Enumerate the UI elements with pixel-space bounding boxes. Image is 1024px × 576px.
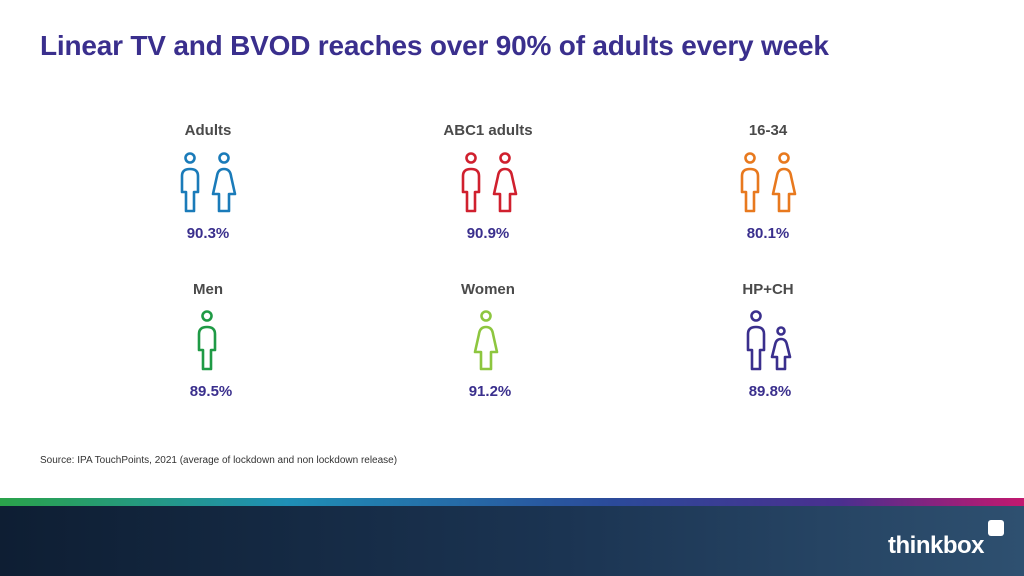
group-label: 16-34 [748,122,788,139]
gradient-divider [0,498,1024,506]
male-female-figures-icon [180,152,237,213]
group-value: 80.1% [746,225,790,242]
group-men: Men [108,281,308,298]
group-value: 89.5% [189,383,233,400]
footer-band [0,506,1024,576]
group-value-wrap: 89.8% [670,383,870,400]
group-hp-ch: HP+CH [668,281,868,298]
group-adults: Adults [108,122,308,139]
group-value: 90.3% [186,225,230,242]
logo-square-icon [988,520,1004,536]
group-abc1-adults: ABC1 adults [388,122,588,139]
group-label: Women [461,281,515,298]
group-label: HP+CH [742,281,794,298]
group-value: 91.2% [468,383,512,400]
brand-logo: thinkbox [888,532,985,559]
male-figure-icon [197,310,217,371]
group-value-wrap: 80.1% [668,225,868,242]
page-title: Linear TV and BVOD reaches over 90% of a… [40,30,829,61]
group-value: 90.9% [466,225,510,242]
group-value-wrap: 90.3% [108,225,308,242]
female-figure-icon [473,310,499,371]
group-value: 89.8% [748,383,792,400]
male-female-figures-icon [461,152,518,213]
group-16-34: 16-34 [668,122,868,139]
male-female-figures-icon [740,152,797,213]
source-note: Source: IPA TouchPoints, 2021 (average o… [40,455,398,466]
group-value-wrap: 91.2% [390,383,590,400]
adult-child-figures-icon [746,310,792,371]
group-value-wrap: 89.5% [111,383,311,400]
group-label: Men [193,281,223,298]
group-women: Women [388,281,588,298]
group-value-wrap: 90.9% [388,225,588,242]
group-label: ABC1 adults [443,122,533,139]
group-label: Adults [184,122,232,139]
